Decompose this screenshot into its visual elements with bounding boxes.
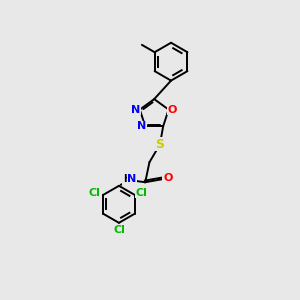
- Text: O: O: [163, 173, 172, 183]
- Text: O: O: [168, 105, 177, 115]
- Text: Cl: Cl: [136, 188, 148, 197]
- Text: N: N: [137, 122, 146, 131]
- Text: S: S: [155, 138, 164, 151]
- Text: N: N: [131, 105, 141, 115]
- Text: Cl: Cl: [88, 188, 100, 197]
- Text: H: H: [123, 174, 131, 184]
- Text: N: N: [128, 174, 136, 184]
- Text: Cl: Cl: [113, 225, 125, 235]
